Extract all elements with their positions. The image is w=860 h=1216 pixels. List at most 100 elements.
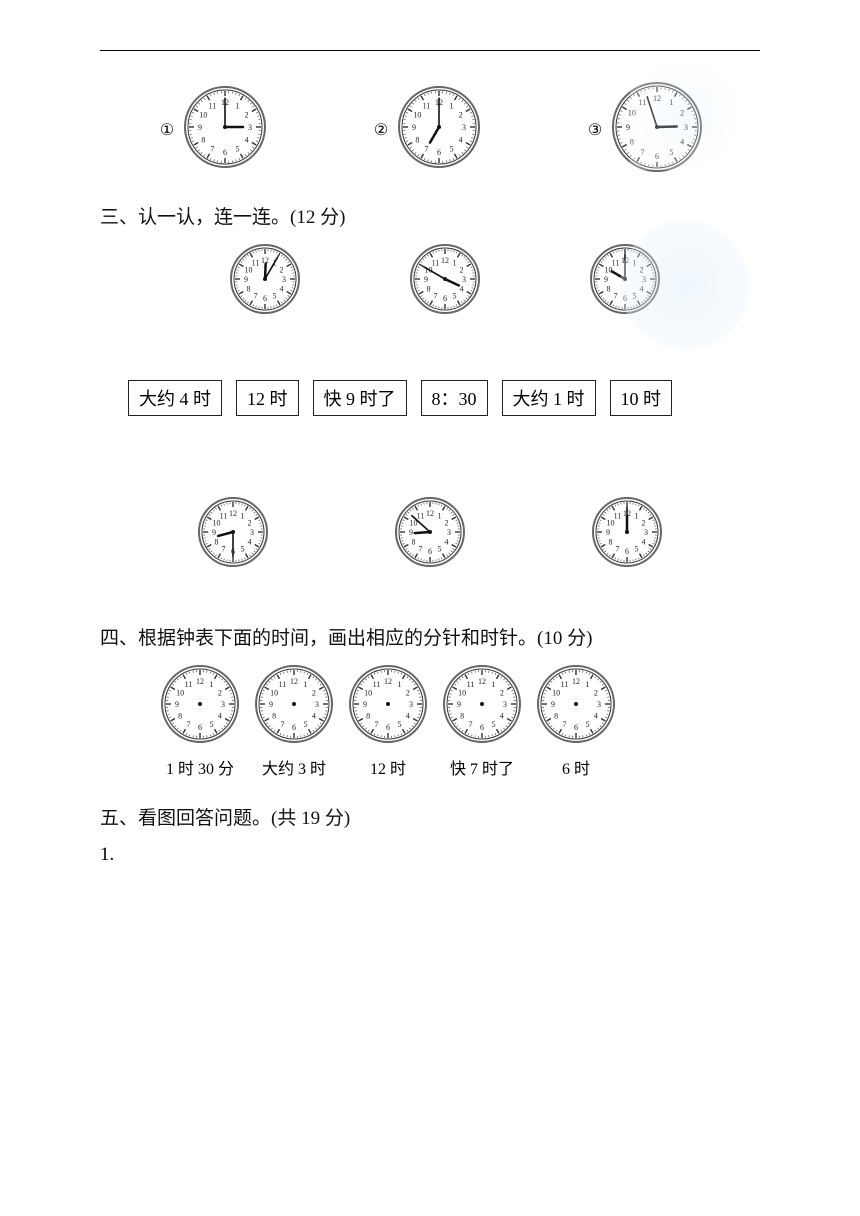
svg-text:7: 7 [418,544,422,553]
clock-face: 123456789101112 [397,85,481,174]
svg-text:2: 2 [641,519,645,528]
svg-text:6: 6 [386,723,390,732]
svg-text:6: 6 [480,723,484,732]
svg-text:2: 2 [218,689,222,698]
svg-text:7: 7 [187,720,191,729]
svg-text:1: 1 [633,259,637,268]
svg-text:1: 1 [304,680,308,689]
clock-face: 123456789101112 [589,243,661,320]
svg-text:12: 12 [426,509,434,518]
svg-text:7: 7 [281,720,285,729]
svg-text:7: 7 [563,720,567,729]
svg-text:5: 5 [453,291,457,300]
svg-text:6: 6 [623,294,627,303]
svg-text:5: 5 [398,720,402,729]
svg-text:12: 12 [441,256,449,265]
clock-caption: 6 时 [562,755,590,779]
clock-face: 123456789101112 [183,85,267,174]
svg-text:7: 7 [222,544,226,553]
svg-text:6: 6 [428,547,432,556]
section-3-title: 三、认一认，连一连。(12 分) [100,202,760,229]
svg-text:12: 12 [290,677,298,686]
svg-text:12: 12 [384,677,392,686]
section3-top-clocks: 123456789101112 123456789101112 12345678… [100,243,760,320]
svg-text:3: 3 [250,528,254,537]
svg-text:1: 1 [437,512,441,521]
numbered-clocks-row: ① 123456789101112 ② 123456789101112 ③ 12… [100,81,760,178]
clock-face-empty: 123456789101112 [160,664,240,749]
svg-text:2: 2 [406,689,410,698]
svg-text:6: 6 [443,294,447,303]
svg-text:3: 3 [315,700,319,709]
clock-with-caption: 123456789101112 12 时 [348,664,428,779]
svg-text:12: 12 [196,677,204,686]
svg-text:10: 10 [364,689,372,698]
svg-text:7: 7 [211,145,215,154]
worksheet-page: ① 123456789101112 ② 123456789101112 ③ 12… [0,0,860,906]
svg-text:9: 9 [412,123,416,132]
svg-text:7: 7 [434,291,438,300]
svg-text:6: 6 [437,148,441,157]
clock-face: 123456789101112 [394,496,466,573]
svg-text:4: 4 [639,285,643,294]
svg-text:11: 11 [612,259,620,268]
svg-text:4: 4 [218,712,222,721]
svg-text:8: 8 [427,285,431,294]
clock-with-caption: 123456789101112 1 时 30 分 [160,664,240,779]
svg-text:12: 12 [478,677,486,686]
svg-text:9: 9 [604,275,608,284]
svg-text:2: 2 [500,689,504,698]
clock-with-caption: 123456789101112 大约 3 时 [254,664,334,779]
svg-text:8: 8 [201,136,205,145]
svg-text:1: 1 [241,512,245,521]
svg-text:9: 9 [457,700,461,709]
svg-text:3: 3 [248,123,252,132]
svg-text:4: 4 [641,538,645,547]
svg-text:4: 4 [245,136,249,145]
clock-caption: 大约 3 时 [262,755,326,779]
svg-text:11: 11 [252,259,260,268]
clock-caption: 1 时 30 分 [166,755,234,779]
svg-text:9: 9 [626,123,630,132]
clock-with-caption: 123456789101112 快 7 时了 [442,664,522,779]
question-1-label: 1. [100,844,760,866]
svg-text:5: 5 [210,720,214,729]
svg-text:3: 3 [282,275,286,284]
svg-text:2: 2 [248,519,252,528]
svg-text:9: 9 [175,700,179,709]
svg-text:12: 12 [653,94,661,103]
svg-text:5: 5 [241,544,245,553]
svg-text:3: 3 [462,123,466,132]
answer-box: 快 9 时了 [313,380,407,416]
svg-text:2: 2 [279,266,283,275]
svg-text:3: 3 [409,700,413,709]
svg-text:8: 8 [178,712,182,721]
svg-text:11: 11 [220,512,228,521]
svg-text:8: 8 [630,138,634,147]
svg-text:12: 12 [229,509,237,518]
svg-text:2: 2 [459,111,463,120]
clock-face: 123456789101112 [229,243,301,320]
svg-text:6: 6 [574,723,578,732]
svg-text:5: 5 [492,720,496,729]
svg-text:7: 7 [469,720,473,729]
svg-text:6: 6 [655,152,659,161]
svg-text:4: 4 [594,712,598,721]
svg-text:4: 4 [500,712,504,721]
svg-text:11: 11 [467,680,475,689]
svg-text:4: 4 [279,285,283,294]
clock-face-empty: 123456789101112 [254,664,334,749]
circled-number: ② [371,120,391,140]
svg-text:1: 1 [634,512,638,521]
svg-text:10: 10 [413,111,421,120]
section-4-title: 四、根据钟表下面的时间，画出相应的分针和时针。(10 分) [100,623,760,650]
clock-with-caption: 123456789101112 6 时 [536,664,616,779]
svg-text:7: 7 [614,291,618,300]
clock-face-empty: 123456789101112 [536,664,616,749]
svg-text:8: 8 [412,538,416,547]
svg-text:11: 11 [423,101,431,110]
svg-text:2: 2 [639,266,643,275]
section-5-title: 五、看图回答问题。(共 19 分) [100,803,760,830]
svg-text:11: 11 [373,680,381,689]
svg-text:10: 10 [199,111,207,120]
